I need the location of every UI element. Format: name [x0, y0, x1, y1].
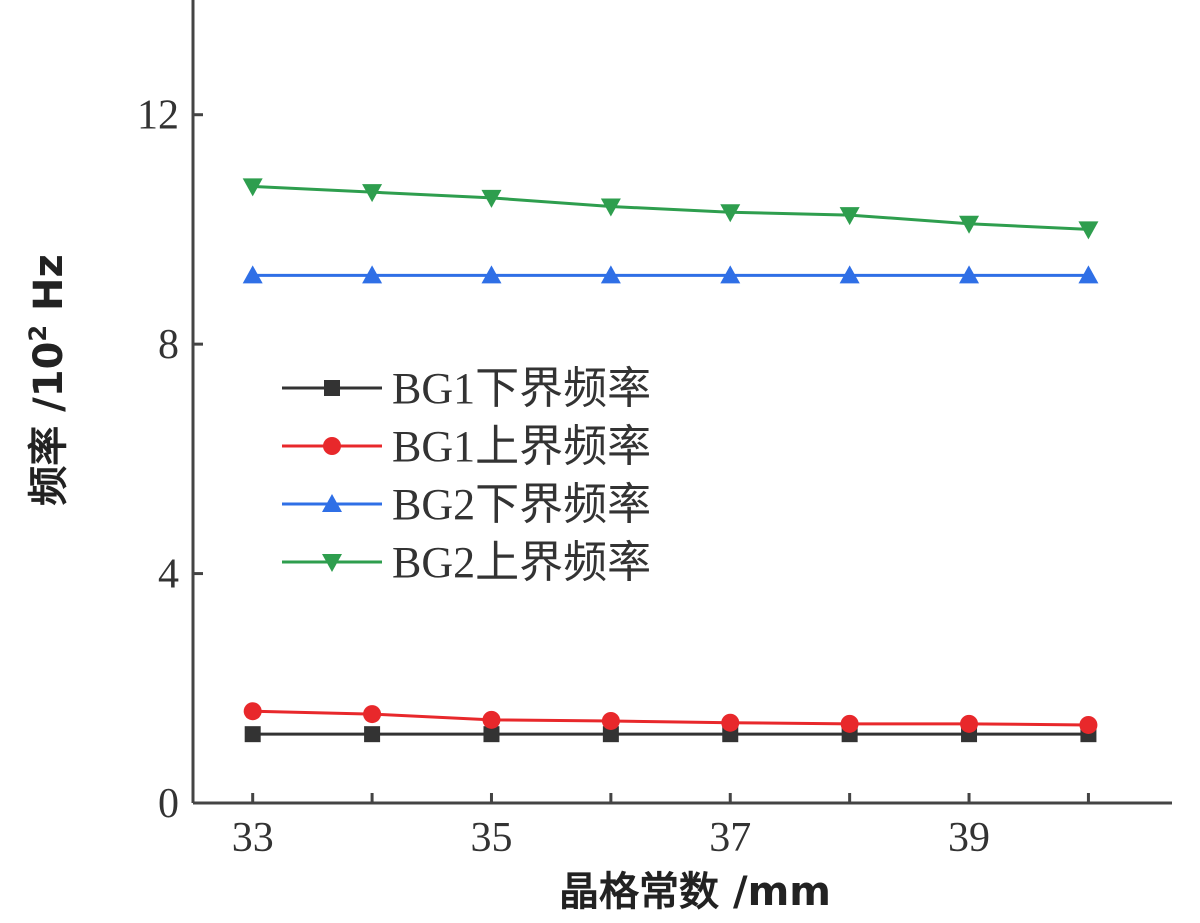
legend-label: BG2下界频率	[392, 480, 651, 529]
data-point	[601, 711, 620, 730]
series-4	[242, 178, 1099, 240]
data-point	[960, 714, 979, 733]
series-3	[242, 265, 1099, 284]
y-tick-label: 4	[158, 552, 179, 598]
series-1	[244, 726, 1097, 743]
data-point	[600, 198, 621, 217]
series-2	[243, 702, 1098, 734]
data-point	[721, 713, 740, 732]
x-tick-label: 39	[948, 815, 990, 861]
data-point	[483, 726, 500, 743]
y-tick-label: 0	[158, 781, 179, 827]
y-axis-title: 频率 /102 Hz	[24, 254, 72, 506]
data-point	[364, 726, 381, 743]
data-point	[363, 705, 382, 724]
data-point	[242, 265, 263, 284]
data-point	[959, 215, 980, 234]
data-point	[244, 726, 261, 743]
data-point	[720, 204, 741, 223]
y-axis-title-unit: Hz	[26, 254, 72, 325]
legend-marker	[322, 494, 342, 512]
axes: 0 4 8 12 33 35 37 39	[137, 0, 1172, 861]
legend-marker	[323, 437, 341, 455]
x-axis-title: 晶格常数 /mm	[559, 869, 831, 915]
data-point	[362, 184, 383, 203]
data-point	[1078, 265, 1099, 284]
legend-label: BG2上界频率	[392, 538, 651, 587]
data-point	[482, 710, 501, 729]
data-point	[481, 265, 502, 284]
data-point	[839, 207, 860, 226]
x-tick-label: 33	[232, 815, 274, 861]
series-line	[252, 184, 1089, 231]
data-point	[1079, 715, 1098, 734]
data-point	[243, 702, 262, 721]
x-tick-label: 37	[709, 815, 751, 861]
data-point	[720, 265, 741, 284]
data-point	[602, 726, 619, 743]
data-point	[1078, 221, 1099, 240]
y-axis-title-main: 频率 /10	[26, 342, 72, 506]
y-tick-label: 12	[137, 93, 179, 139]
data-point	[839, 265, 860, 284]
legend-item: BG2上界频率	[282, 538, 651, 587]
y-axis-title-sup: 2	[24, 325, 52, 342]
series-line	[252, 709, 1089, 727]
data-point	[959, 265, 980, 284]
legend-item: BG2下界频率	[282, 480, 651, 529]
y-tick-label: 8	[158, 322, 179, 368]
data-point	[481, 189, 502, 208]
data-point	[600, 265, 621, 284]
legend-label: BG1下界频率	[392, 364, 651, 413]
legend: BG1下界频率 BG1上界频率 BG2下界频率 BG2上界频率	[282, 364, 651, 587]
data-point	[242, 178, 263, 197]
legend-marker	[322, 554, 342, 572]
data-point	[840, 714, 859, 733]
legend-label: BG1上界频率	[392, 422, 651, 471]
data-point	[362, 265, 383, 284]
x-tick-label: 35	[470, 815, 512, 861]
legend-item: BG1下界频率	[282, 364, 651, 413]
legend-item: BG1上界频率	[282, 422, 651, 471]
legend-marker	[324, 380, 340, 396]
series-layer	[242, 178, 1099, 743]
